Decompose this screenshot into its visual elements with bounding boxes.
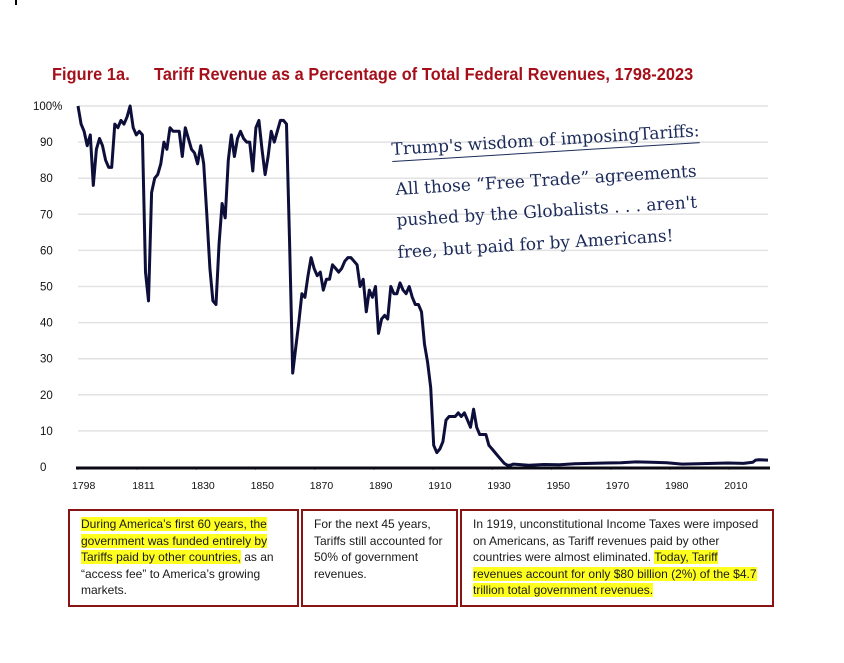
y-tick-label: 90 — [40, 137, 53, 149]
y-tick-label: 20 — [40, 390, 53, 402]
y-axis-ticks: 0 10 20 30 40 50 60 70 80 90 100% — [33, 101, 62, 474]
text-box-income-tax: In 1919, unconstitutional Income Taxes w… — [460, 509, 774, 607]
x-tick-label: 2010 — [724, 480, 748, 492]
x-tick-label: 1980 — [665, 480, 689, 492]
x-tick-label: 1890 — [369, 480, 393, 492]
figure-label: Figure 1a. — [52, 64, 130, 84]
line-chart: 0 10 20 30 40 50 60 70 80 90 100% 1798 1811 1830 1850… — [33, 101, 770, 492]
x-tick-label: 1850 — [251, 480, 275, 492]
x-tick-label: 1870 — [310, 480, 334, 492]
y-tick-label: 0 — [40, 462, 46, 474]
box-text: In 1919, unconstitutional Income Taxes w… — [473, 517, 759, 564]
text-box-next-45-years: For the next 45 years, Tariffs still acc… — [301, 509, 458, 607]
y-tick-label: 70 — [40, 209, 53, 221]
x-tick-label: 1798 — [72, 480, 96, 492]
series-line — [76, 104, 769, 467]
x-axis-ticks: 1798 1811 1830 1850 1870 1890 1910 1930 1950 1970… — [72, 467, 748, 492]
box-text: For the next 45 years, Tariffs still acc… — [314, 517, 443, 581]
gridlines — [78, 105, 768, 432]
x-tick-label: 1970 — [606, 480, 630, 492]
y-tick-label: 80 — [40, 173, 53, 185]
y-tick-label: 40 — [40, 318, 53, 330]
y-tick-label: 30 — [40, 354, 53, 366]
y-tick-label: 60 — [40, 245, 53, 257]
title-text: Tariff Revenue as a Percentage of Total … — [153, 64, 694, 84]
y-tick-label: 100% — [33, 101, 62, 113]
x-tick-label: 1950 — [547, 480, 571, 492]
highlighted-text: During America’s first 60 years, the gov… — [81, 517, 268, 564]
chart-title: Figure 1a. Tariff Revenue as a Percentage… — [52, 64, 693, 85]
text-box-early-years: During America’s first 60 years, the gov… — [68, 509, 299, 607]
x-tick-label: 1910 — [428, 480, 452, 492]
y-tick-label: 10 — [40, 426, 53, 438]
corner-mark — [15, 0, 17, 5]
x-tick-label: 1830 — [191, 480, 215, 492]
y-tick-label: 50 — [40, 282, 53, 294]
x-tick-label: 1811 — [132, 480, 155, 492]
box-text: as an “access fee” to America’s growing … — [81, 550, 274, 597]
x-tick-label: 1930 — [487, 480, 511, 492]
